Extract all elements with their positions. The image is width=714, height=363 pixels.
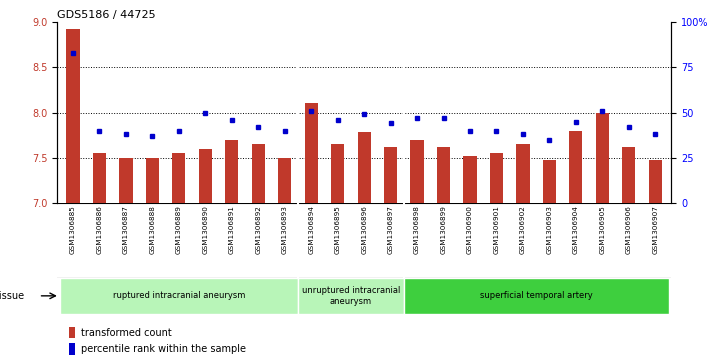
Text: GSM1306893: GSM1306893 bbox=[282, 205, 288, 254]
Bar bbox=[516, 144, 530, 203]
Text: GSM1306892: GSM1306892 bbox=[256, 205, 261, 254]
Text: GSM1306894: GSM1306894 bbox=[308, 205, 314, 254]
Text: tissue: tissue bbox=[0, 291, 26, 301]
Text: GSM1306891: GSM1306891 bbox=[228, 205, 235, 254]
Text: GSM1306899: GSM1306899 bbox=[441, 205, 446, 254]
Bar bbox=[298, 278, 404, 314]
Bar bbox=[622, 147, 635, 203]
Text: GSM1306907: GSM1306907 bbox=[653, 205, 658, 254]
Text: ruptured intracranial aneurysm: ruptured intracranial aneurysm bbox=[113, 291, 245, 300]
Bar bbox=[305, 103, 318, 203]
Text: GSM1306889: GSM1306889 bbox=[176, 205, 182, 254]
Text: GSM1306887: GSM1306887 bbox=[123, 205, 129, 254]
Text: GSM1306902: GSM1306902 bbox=[520, 205, 526, 254]
Bar bbox=[569, 131, 583, 203]
Text: GSM1306885: GSM1306885 bbox=[70, 205, 76, 254]
Bar bbox=[69, 327, 76, 338]
Text: unruptured intracranial
aneurysm: unruptured intracranial aneurysm bbox=[302, 286, 400, 306]
Bar bbox=[60, 278, 298, 314]
Text: superficial temporal artery: superficial temporal artery bbox=[480, 291, 593, 300]
Bar bbox=[66, 29, 80, 203]
Text: GSM1306906: GSM1306906 bbox=[625, 205, 632, 254]
Bar bbox=[411, 140, 423, 203]
Bar bbox=[278, 158, 291, 203]
Bar bbox=[69, 343, 76, 355]
Text: GSM1306904: GSM1306904 bbox=[573, 205, 579, 254]
Text: GSM1306903: GSM1306903 bbox=[546, 205, 553, 254]
Bar bbox=[358, 132, 371, 203]
Bar bbox=[119, 158, 133, 203]
Bar bbox=[490, 153, 503, 203]
Text: GSM1306890: GSM1306890 bbox=[202, 205, 208, 254]
Text: GSM1306895: GSM1306895 bbox=[335, 205, 341, 254]
Bar bbox=[437, 147, 450, 203]
Bar bbox=[93, 153, 106, 203]
Bar bbox=[543, 160, 556, 203]
Text: GSM1306900: GSM1306900 bbox=[467, 205, 473, 254]
Text: GDS5186 / 44725: GDS5186 / 44725 bbox=[57, 9, 156, 20]
Text: GSM1306898: GSM1306898 bbox=[414, 205, 420, 254]
Bar bbox=[172, 153, 186, 203]
Bar bbox=[648, 160, 662, 203]
Bar bbox=[331, 144, 344, 203]
Text: percentile rank within the sample: percentile rank within the sample bbox=[81, 344, 246, 354]
Bar bbox=[595, 113, 609, 203]
Text: GSM1306888: GSM1306888 bbox=[149, 205, 156, 254]
Text: transformed count: transformed count bbox=[81, 327, 172, 338]
Bar bbox=[198, 149, 212, 203]
Text: GSM1306886: GSM1306886 bbox=[96, 205, 103, 254]
Bar bbox=[384, 147, 397, 203]
Bar bbox=[404, 278, 668, 314]
Bar bbox=[251, 144, 265, 203]
Bar bbox=[225, 140, 238, 203]
Text: GSM1306901: GSM1306901 bbox=[493, 205, 500, 254]
Bar bbox=[463, 156, 477, 203]
Text: GSM1306905: GSM1306905 bbox=[599, 205, 605, 254]
Bar bbox=[146, 158, 159, 203]
Text: GSM1306897: GSM1306897 bbox=[388, 205, 393, 254]
Text: GSM1306896: GSM1306896 bbox=[361, 205, 367, 254]
